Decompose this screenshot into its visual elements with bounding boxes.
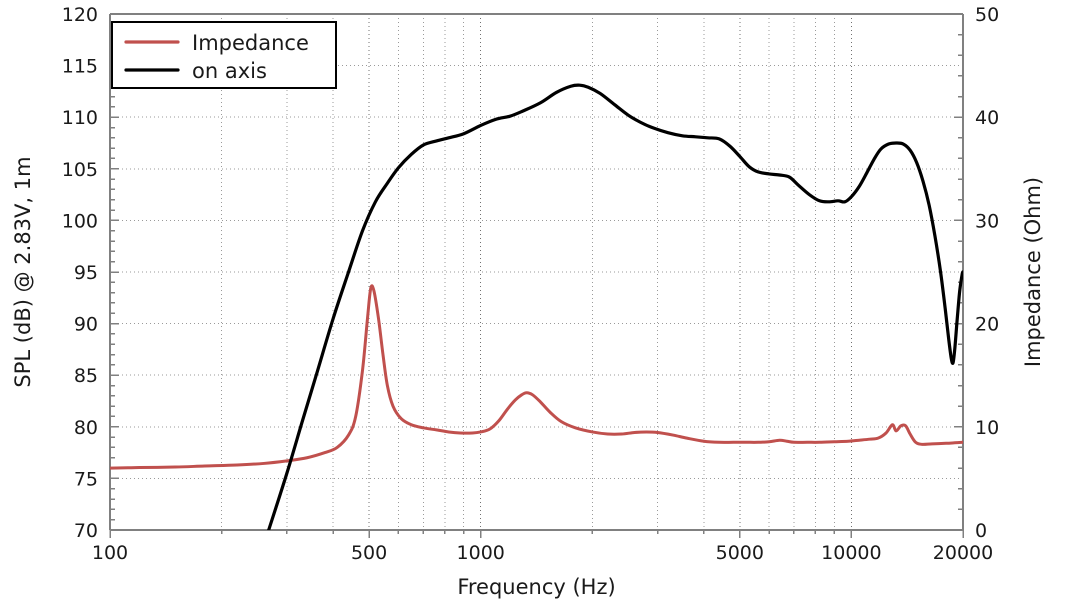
y-tick-labels: 70 75 80 85 90 95 100 105 110 115 120 — [62, 4, 98, 542]
y2-axis-title: Impedance (Ohm) — [1021, 177, 1045, 367]
chart-legend: Impedance on axis — [111, 21, 337, 89]
y-tick-label: 110 — [62, 107, 98, 129]
data-series — [110, 83, 963, 530]
series-line-impedance — [110, 284, 963, 470]
y-tick-label: 85 — [74, 365, 98, 387]
y2-tick-label: 30 — [975, 210, 999, 232]
y-axis-title: SPL (dB) @ 2.83V, 1m — [11, 156, 35, 387]
y-tick-label: 115 — [62, 56, 98, 78]
y2-tick-labels: 0 10 20 30 40 50 — [975, 4, 999, 542]
x-tick-label: 500 — [351, 542, 387, 564]
y2-tick-label: 50 — [975, 4, 999, 26]
y-tick-label: 80 — [74, 417, 98, 439]
x-tick-label: 10000 — [821, 542, 881, 564]
y-tick-label: 100 — [62, 210, 98, 232]
x-axis-title: Frequency (Hz) — [457, 575, 615, 599]
x-tick-labels: 100 500 1000 5000 10000 20000 — [92, 542, 993, 564]
y2-tick-label: 40 — [975, 107, 999, 129]
y2-tick-label: 20 — [975, 314, 999, 336]
y-tick-label: 120 — [62, 4, 98, 26]
x-tick-label: 20000 — [933, 542, 993, 564]
y2-tick-label: 0 — [975, 520, 987, 542]
series-line-on-axis — [267, 83, 963, 530]
y-tick-label: 75 — [74, 468, 98, 490]
x-tick-label: 100 — [92, 542, 128, 564]
legend-label-impedance: Impedance — [192, 31, 309, 55]
y2-tick-label: 10 — [975, 417, 999, 439]
legend-label-on-axis: on axis — [192, 59, 267, 83]
y-tick-label: 95 — [74, 262, 98, 284]
y-tick-label: 105 — [62, 159, 98, 181]
x-tick-label: 1000 — [457, 542, 505, 564]
x-tick-label: 5000 — [716, 542, 764, 564]
y-tick-label: 70 — [74, 520, 98, 542]
legend-box — [111, 21, 337, 89]
y-tick-label: 90 — [74, 314, 98, 336]
